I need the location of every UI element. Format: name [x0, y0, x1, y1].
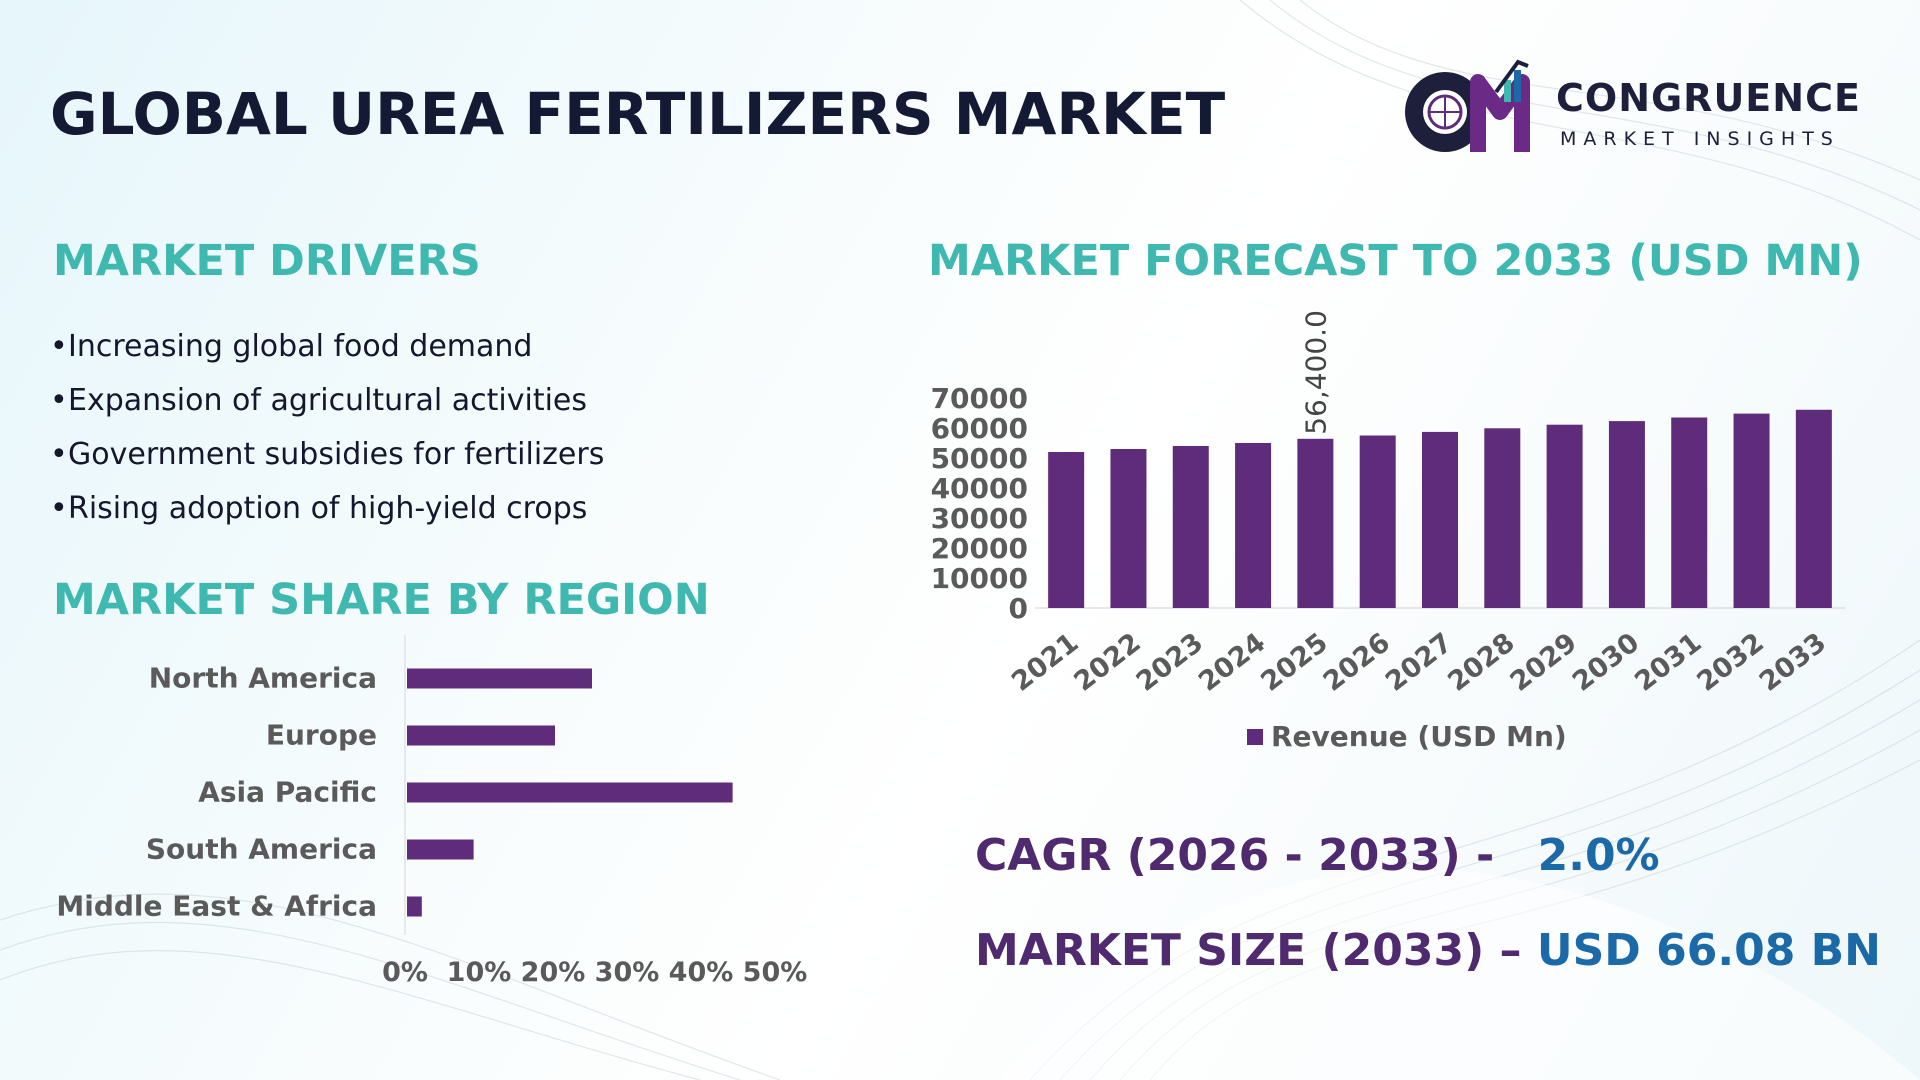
- cagr-value: 2.0%: [1537, 830, 1660, 881]
- x-tick-label: 2023: [1131, 627, 1209, 698]
- forecast-bar: [1359, 435, 1396, 608]
- region-category-label: Asia Pacific: [198, 776, 377, 809]
- data-label: 56,400.0: [1299, 310, 1332, 435]
- forecast-bar: [1733, 413, 1770, 608]
- forecast-bar: [1048, 452, 1085, 608]
- region-category-label: South America: [146, 833, 377, 866]
- y-tick-label: 40000: [931, 472, 1028, 505]
- brand-logo: CONGRUENCE MARKET INSIGHTS: [1400, 52, 1870, 162]
- region-category-label: Middle East & Africa: [56, 890, 377, 923]
- x-tick-label: 2021: [1006, 627, 1084, 698]
- forecast-bar: [1671, 417, 1708, 608]
- region-share-chart: North America Europe Asia Pacific South Ame…: [56, 635, 808, 988]
- region-bar: [407, 896, 422, 917]
- x-tick-label: 2022: [1068, 627, 1146, 698]
- market-size-label: MARKET SIZE (2033) –: [975, 925, 1522, 976]
- forecast-bar: [1297, 438, 1334, 608]
- forecast-bar: [1172, 446, 1209, 608]
- forecast-bar: [1484, 428, 1521, 608]
- legend-label: Revenue (USD Mn): [1271, 720, 1567, 753]
- region-bar: [407, 782, 733, 803]
- x-tick-label: 2031: [1629, 627, 1707, 698]
- market-size-kpi: MARKET SIZE (2033) – USD 66.08 BN: [975, 925, 1881, 976]
- y-tick-label: 10000: [931, 562, 1028, 595]
- x-tick-label: 2032: [1692, 627, 1770, 698]
- driver-item: •Rising adoption of high-yield crops: [50, 491, 588, 526]
- market-forecast-heading: MARKET FORECAST TO 2033 (USD MN): [928, 236, 1863, 286]
- forecast-bar: [1546, 424, 1583, 608]
- driver-item: •Expansion of agricultural activities: [50, 383, 588, 418]
- market-drivers-heading: MARKET DRIVERS: [53, 236, 481, 286]
- y-tick-label: 60000: [931, 412, 1028, 445]
- region-bar: [407, 839, 474, 860]
- logo-mark-icon: [1405, 59, 1530, 152]
- x-tick-label: 2025: [1255, 627, 1333, 698]
- x-tick-label: 2024: [1193, 627, 1271, 698]
- driver-item: •Government subsidies for fertilizers: [50, 437, 605, 472]
- x-tick-label: 2030: [1567, 627, 1645, 698]
- y-tick-label: 70000: [931, 382, 1028, 415]
- y-tick-label: 20000: [931, 532, 1028, 565]
- region-category-label: Europe: [266, 719, 377, 752]
- x-tick-label: 40%: [669, 957, 734, 988]
- x-tick-label: 2027: [1380, 627, 1458, 698]
- x-tick-label: 0%: [382, 957, 428, 988]
- cagr-label: CAGR (2026 - 2033) -: [975, 830, 1495, 881]
- region-bar: [407, 668, 592, 689]
- forecast-bar: [1608, 421, 1645, 608]
- x-tick-label: 2033: [1754, 627, 1832, 698]
- cagr-kpi: CAGR (2026 - 2033) - 2.0%: [975, 830, 1660, 881]
- x-tick-label: 30%: [595, 957, 660, 988]
- region-category-label: North America: [149, 662, 377, 695]
- legend-swatch: [1247, 729, 1263, 745]
- x-tick-label: 2026: [1318, 627, 1396, 698]
- x-tick-label: 10%: [447, 957, 512, 988]
- y-tick-label: 50000: [931, 442, 1028, 475]
- logo-wordmark: CONGRUENCE: [1556, 76, 1861, 120]
- forecast-bar: [1235, 443, 1272, 608]
- forecast-bar: [1110, 449, 1147, 608]
- market-drivers-list: •Increasing global food demand •Expansio…: [50, 320, 604, 536]
- region-bar: [407, 725, 555, 746]
- market-size-value: USD 66.08 BN: [1536, 925, 1881, 976]
- x-tick-label: 2028: [1442, 627, 1520, 698]
- x-tick-label: 2029: [1505, 627, 1583, 698]
- y-tick-label: 0: [1009, 592, 1028, 625]
- market-share-heading: MARKET SHARE BY REGION: [53, 575, 710, 625]
- logo-tagline: MARKET INSIGHTS: [1560, 128, 1840, 150]
- x-tick-label: 20%: [521, 957, 586, 988]
- x-tick-label: 50%: [743, 957, 808, 988]
- driver-item: •Increasing global food demand: [50, 329, 533, 364]
- forecast-bar: [1795, 409, 1832, 608]
- page-title: GLOBAL UREA FERTILIZERS MARKET: [50, 80, 1226, 148]
- forecast-bar: [1422, 431, 1458, 608]
- y-tick-label: 30000: [931, 502, 1028, 535]
